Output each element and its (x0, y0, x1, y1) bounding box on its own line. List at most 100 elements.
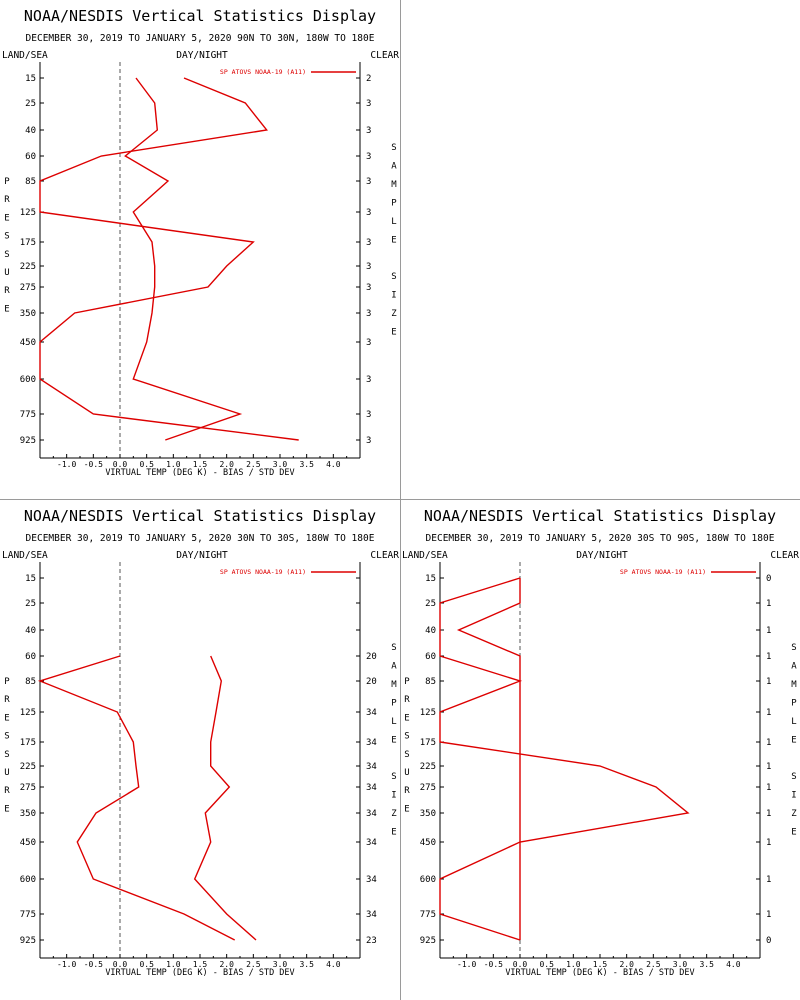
pressure-tick-label: 15 (425, 574, 436, 584)
sample-size-value: 1 (766, 599, 771, 609)
sample-size-axis-letter: S (391, 272, 396, 282)
x-tick-label: 2.5 (246, 460, 261, 469)
x-tick-label: 2.0 (219, 960, 234, 969)
sample-size-axis-letter: L (391, 217, 396, 227)
sample-size-value: 1 (766, 626, 771, 636)
sample-size-value: 1 (766, 738, 771, 748)
x-tick-label: -1.0 (57, 960, 76, 969)
sample-size-axis-letter: L (791, 717, 796, 727)
sample-size-axis-letter: Z (391, 309, 397, 319)
sample-size-value: 1 (766, 783, 771, 793)
x-tick-label: 3.5 (699, 960, 714, 969)
day-night-label: DAY/NIGHT (176, 550, 228, 561)
chart-panel-bottom-right: NOAA/NESDIS Vertical Statistics Display D… (402, 507, 799, 978)
sample-size-axis-letter: P (791, 699, 797, 709)
x-tick-label: 1.0 (166, 960, 181, 969)
sample-size-value: 0 (766, 936, 771, 946)
pressure-tick-label: 600 (420, 875, 436, 885)
pressure-axis-letter: S (4, 750, 9, 760)
sample-size-value: 34 (366, 738, 377, 748)
series-line-std_dev (456, 578, 521, 940)
sample-size-value: 0 (766, 574, 771, 584)
pressure-tick-label: 60 (25, 652, 36, 662)
sample-size-value: 3 (366, 338, 371, 348)
pressure-tick-label: 775 (420, 910, 436, 920)
sample-size-value: 3 (366, 309, 371, 319)
pressure-axis-letter: E (4, 804, 9, 814)
pressure-tick-label: 450 (420, 838, 436, 848)
pressure-axis-letter: U (4, 268, 9, 278)
sample-size-value: 20 (366, 677, 377, 687)
land-sea-label: LAND/SEA (2, 550, 48, 561)
x-tick-label: -1.0 (457, 960, 476, 969)
sample-size-value: 34 (366, 809, 377, 819)
pressure-axis-letter: S (404, 750, 409, 760)
sample-size-axis-letter: L (391, 717, 396, 727)
sample-size-value: 34 (366, 762, 377, 772)
sample-size-value: 3 (366, 208, 371, 218)
pressure-axis-letter: E (4, 304, 9, 314)
x-tick-label: -0.5 (484, 960, 503, 969)
sample-size-axis-letter: S (391, 643, 396, 653)
series-line-bias (439, 577, 690, 941)
pressure-tick-label: 125 (20, 708, 36, 718)
pressure-tick-label: 275 (20, 783, 36, 793)
sample-size-value: 3 (366, 262, 371, 272)
x-tick-label: 2.0 (219, 460, 234, 469)
sample-size-axis-letter: E (791, 828, 796, 838)
pressure-axis-letter: R (404, 695, 410, 705)
sample-size-value: 1 (766, 838, 771, 848)
sample-size-value: 3 (366, 177, 371, 187)
sample-size-value: 1 (766, 677, 771, 687)
clear-label: CLEAR (370, 550, 399, 561)
sample-size-axis-letter: E (391, 736, 396, 746)
pressure-axis-letter: E (4, 213, 9, 223)
pressure-tick-label: 85 (25, 677, 36, 687)
pressure-tick-label: 925 (20, 936, 36, 946)
pressure-tick-label: 225 (420, 762, 436, 772)
land-sea-label: LAND/SEA (402, 550, 448, 561)
pressure-tick-label: 40 (425, 626, 436, 636)
sample-size-value: 3 (366, 375, 371, 385)
pressure-axis-letter: E (404, 804, 409, 814)
pressure-tick-label: 450 (20, 838, 36, 848)
pressure-tick-label: 175 (20, 238, 36, 248)
sample-size-axis-letter: A (391, 162, 397, 172)
chart-subtitle: DECEMBER 30, 2019 TO JANUARY 5, 2020 30N… (26, 533, 375, 544)
chart-title: NOAA/NESDIS Vertical Statistics Display (424, 507, 776, 525)
pressure-axis-letter: R (4, 286, 10, 296)
sample-size-axis-letter: Z (391, 809, 397, 819)
x-tick-label: -1.0 (57, 460, 76, 469)
x-tick-label: 0.0 (513, 960, 528, 969)
sample-size-value: 20 (366, 652, 377, 662)
x-tick-label: 4.0 (726, 960, 741, 969)
x-tick-label: 0.5 (139, 960, 154, 969)
sample-size-axis-letter: I (791, 791, 796, 801)
pressure-axis-letter: U (404, 768, 409, 778)
x-tick-label: 2.5 (246, 960, 261, 969)
x-axis-label: VIRTUAL TEMP (DEG K) - BIAS / STD DEV (105, 968, 294, 978)
pressure-axis-letter: S (4, 232, 9, 242)
x-tick-label: 1.5 (193, 460, 208, 469)
x-tick-label: 0.0 (113, 460, 128, 469)
pressure-tick-label: 275 (20, 283, 36, 293)
sample-size-axis-letter: P (391, 199, 397, 209)
pressure-tick-label: 40 (25, 626, 36, 636)
pressure-tick-label: 225 (20, 262, 36, 272)
sample-size-axis-letter: I (391, 791, 396, 801)
series-line-std_dev (193, 655, 257, 941)
x-tick-label: 1.0 (166, 460, 181, 469)
x-tick-label: 2.5 (646, 960, 661, 969)
x-tick-label: 3.5 (299, 460, 314, 469)
x-tick-label: 3.5 (299, 960, 314, 969)
x-tick-label: -0.5 (84, 460, 103, 469)
x-axis-label: VIRTUAL TEMP (DEG K) - BIAS / STD DEV (105, 468, 294, 478)
series-line-bias (37, 655, 236, 941)
sample-size-value: 3 (366, 283, 371, 293)
pressure-axis-letter: P (404, 677, 410, 687)
x-tick-label: 0.5 (139, 460, 154, 469)
x-tick-label: 3.0 (273, 460, 288, 469)
sample-size-value: 1 (766, 910, 771, 920)
pressure-tick-label: 225 (20, 762, 36, 772)
